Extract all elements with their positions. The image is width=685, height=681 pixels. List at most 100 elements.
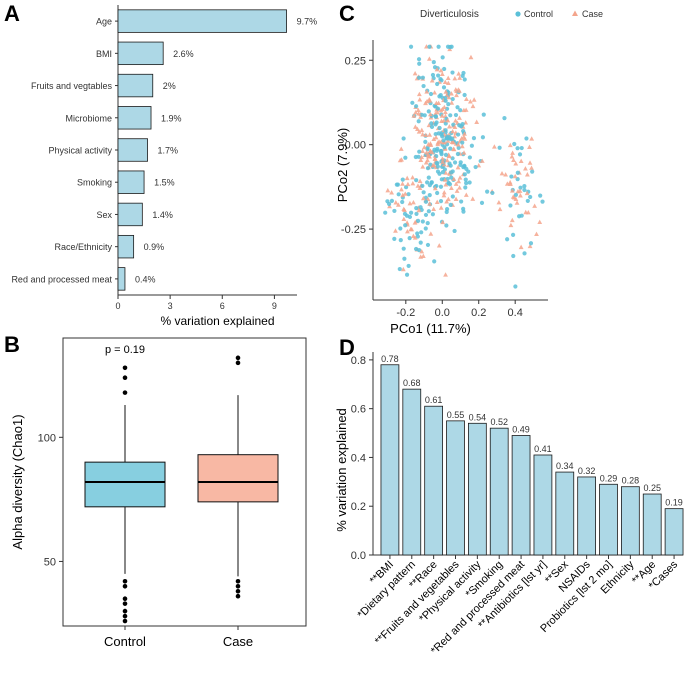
a-category-label: BMI	[96, 49, 112, 59]
c-point-control	[437, 94, 442, 99]
c-point-control	[467, 180, 472, 185]
c-point-case	[420, 164, 426, 169]
c-point-control	[418, 240, 423, 245]
c-point-case	[457, 75, 463, 80]
c-point-control	[528, 194, 533, 200]
b-outlier	[122, 579, 128, 584]
c-point-control	[448, 146, 453, 151]
c-point-control	[414, 211, 419, 216]
c-point-control	[425, 242, 431, 248]
c-point-control	[505, 237, 510, 242]
c-y-tick-label: -0.25	[341, 224, 366, 236]
b-outlier	[122, 613, 128, 619]
c-point-control	[402, 211, 408, 216]
c-point-control	[415, 231, 420, 236]
a-bar	[117, 267, 126, 291]
c-point-case	[385, 187, 391, 193]
c-point-case	[454, 92, 459, 98]
c-point-case	[423, 132, 429, 137]
c-point-control	[455, 105, 460, 110]
c-legend-label-case: Case	[582, 9, 603, 19]
c-point-control	[397, 266, 402, 272]
c-point-case	[445, 118, 451, 123]
c-point-control	[426, 209, 431, 214]
c-point-control	[452, 160, 458, 165]
c-point-control	[458, 162, 463, 168]
c-point-control	[392, 236, 397, 241]
d-bar	[533, 454, 553, 556]
c-point-control	[502, 116, 507, 121]
c-point-control	[430, 72, 436, 78]
c-point-control	[522, 187, 527, 193]
c-point-case	[419, 154, 425, 160]
c-point-control	[394, 182, 399, 187]
c-point-control	[428, 91, 434, 97]
c-point-control	[462, 92, 467, 98]
b-outlier	[235, 588, 241, 594]
c-point-case	[416, 129, 422, 134]
c-point-case	[412, 235, 418, 240]
c-point-control	[538, 193, 543, 198]
c-point-case	[452, 75, 458, 81]
b-panel-border	[62, 337, 307, 627]
c-point-control	[416, 75, 422, 80]
d-bar	[620, 486, 640, 556]
c-x-tick-label: 0.2	[471, 307, 486, 319]
c-point-control	[443, 128, 448, 133]
c-x-tick-label: 0.0	[435, 307, 450, 319]
c-point-control	[425, 180, 430, 185]
c-point-case	[401, 206, 407, 212]
c-point-case	[389, 190, 395, 195]
c-point-control	[423, 199, 429, 204]
c-point-case	[459, 143, 465, 149]
c-point-control	[512, 141, 517, 147]
c-point-case	[440, 219, 446, 225]
c-point-case	[453, 196, 459, 202]
c-point-control	[497, 145, 502, 150]
d-data-label: 0.54	[469, 412, 487, 422]
c-point-case	[418, 114, 423, 119]
d-data-label: 0.41	[534, 444, 552, 454]
c-point-control	[435, 81, 440, 87]
c-point-case	[497, 206, 503, 212]
c-point-case	[527, 144, 532, 149]
c-point-case	[405, 228, 410, 234]
c-point-case	[449, 139, 455, 144]
a-data-label: 1.4%	[152, 210, 173, 220]
d-data-label: 0.49	[512, 424, 530, 434]
c-point-control	[443, 98, 448, 103]
c-point-case	[411, 113, 417, 118]
c-point-case	[496, 199, 502, 205]
c-point-case	[434, 109, 440, 115]
c-point-control	[423, 212, 429, 218]
panel-a: A Age 9.7% BMI 2.6% Fruits and vegtables 2% Mic…	[4, 1, 317, 328]
c-point-case	[470, 196, 476, 201]
c-point-control	[440, 134, 445, 139]
c-point-control	[443, 121, 448, 126]
d-bar	[424, 405, 444, 556]
c-point-control	[414, 206, 419, 211]
c-point-control	[455, 151, 461, 157]
c-point-control	[513, 192, 519, 197]
a-data-label: 1.5%	[154, 178, 175, 188]
c-point-case	[418, 254, 424, 259]
a-x-tick-label: 6	[220, 301, 225, 311]
c-point-case	[429, 78, 435, 83]
a-bar	[117, 138, 148, 162]
c-point-control	[450, 156, 455, 161]
a-x-tick-label: 9	[272, 301, 277, 311]
c-point-control	[471, 136, 477, 141]
d-bar	[467, 422, 487, 556]
b-outlier	[122, 618, 128, 624]
c-point-control	[453, 112, 459, 118]
c-point-case	[534, 231, 539, 236]
c-point-control	[530, 169, 535, 174]
c-point-case	[441, 104, 447, 110]
c-point-control	[485, 189, 490, 194]
c-point-control	[462, 163, 467, 168]
c-point-control	[408, 44, 414, 49]
c-point-case	[438, 107, 444, 113]
c-point-case	[515, 188, 521, 194]
c-point-control	[449, 170, 454, 175]
d-data-label: 0.78	[381, 354, 399, 364]
